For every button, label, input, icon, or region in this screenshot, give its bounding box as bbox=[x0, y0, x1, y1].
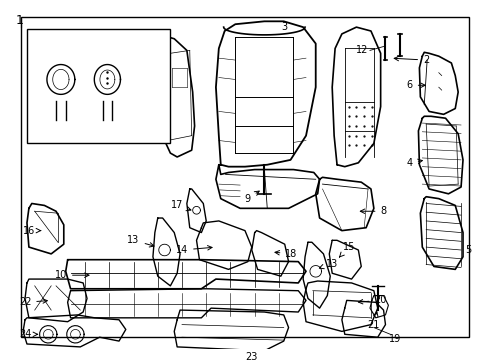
Text: 6: 6 bbox=[406, 80, 425, 90]
Text: 10: 10 bbox=[55, 270, 89, 280]
Text: 12: 12 bbox=[355, 45, 367, 55]
Text: 1: 1 bbox=[15, 14, 23, 27]
Text: 13: 13 bbox=[127, 235, 154, 247]
Text: 23: 23 bbox=[245, 352, 258, 360]
Text: 3: 3 bbox=[281, 22, 287, 32]
Text: 15: 15 bbox=[339, 242, 354, 257]
Text: 21: 21 bbox=[367, 312, 379, 330]
Text: 7: 7 bbox=[144, 92, 163, 102]
Text: 18: 18 bbox=[274, 249, 297, 259]
Text: 2: 2 bbox=[393, 55, 428, 65]
Text: 13: 13 bbox=[319, 258, 338, 269]
Text: 11: 11 bbox=[30, 72, 57, 82]
Text: 22: 22 bbox=[19, 297, 47, 307]
Text: 14: 14 bbox=[176, 245, 212, 255]
Text: 17: 17 bbox=[171, 201, 190, 211]
Text: 16: 16 bbox=[23, 226, 41, 236]
Text: 5: 5 bbox=[464, 245, 470, 255]
Text: 19: 19 bbox=[388, 334, 401, 344]
Text: 20: 20 bbox=[358, 296, 386, 305]
Text: 4: 4 bbox=[406, 158, 422, 168]
Text: 24: 24 bbox=[19, 329, 38, 339]
Bar bbox=[27, 29, 170, 143]
Text: 8: 8 bbox=[360, 206, 386, 216]
Text: 9: 9 bbox=[244, 191, 259, 204]
